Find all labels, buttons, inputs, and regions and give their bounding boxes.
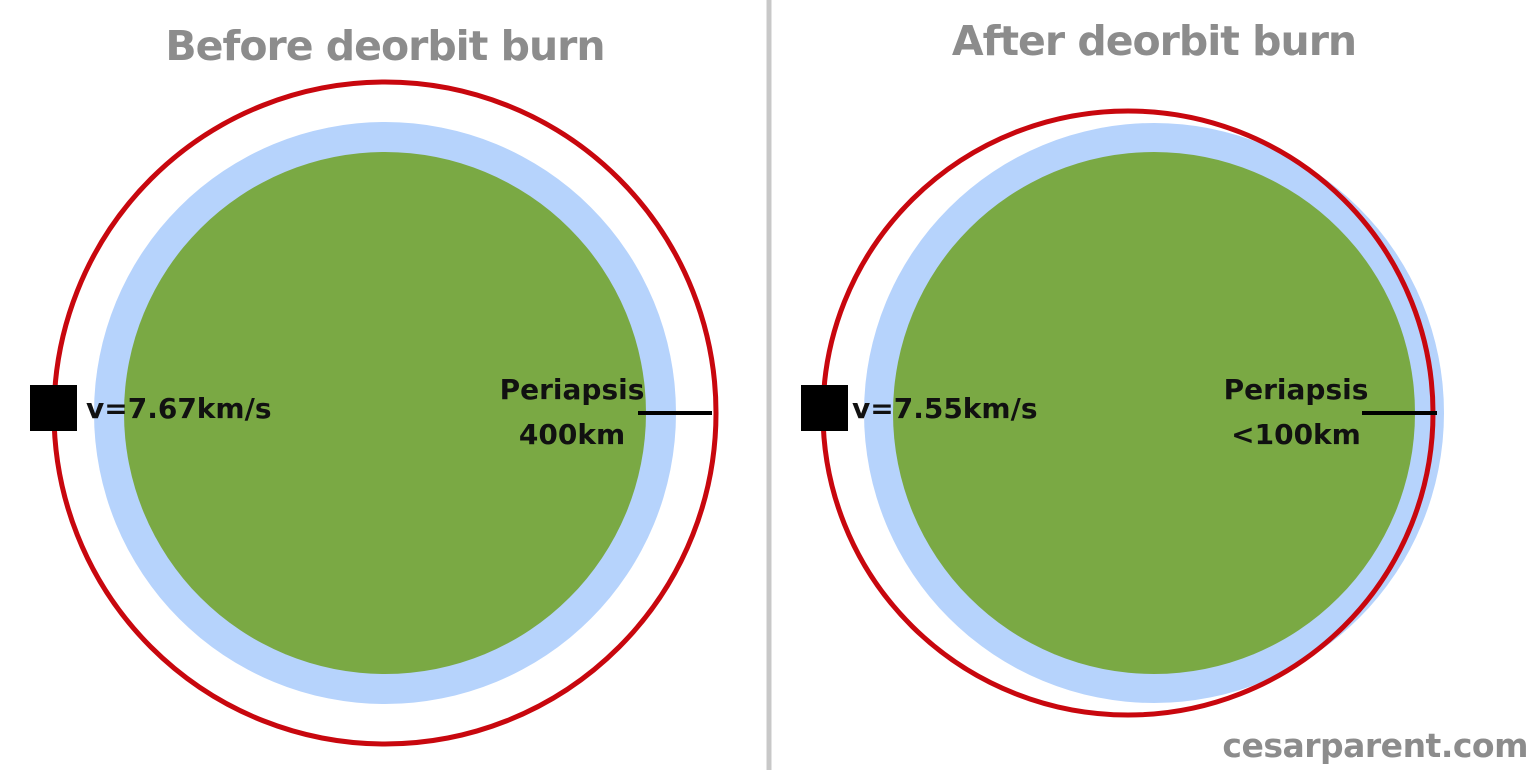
spacecraft (30, 385, 77, 431)
velocity-label: v=7.67km/s (86, 392, 272, 425)
periapsis-value: 400km (519, 418, 625, 451)
periapsis-value: <100km (1231, 418, 1361, 451)
periapsis-label: Periapsis (500, 373, 645, 406)
planet (893, 152, 1415, 674)
panel-title-before: Before deorbit burn (165, 22, 604, 70)
spacecraft (801, 385, 848, 431)
panel-after: After deorbit burn v=7.55km/s Periapsis … (801, 17, 1444, 718)
velocity-label: v=7.55km/s (852, 392, 1038, 425)
panel-before: Before deorbit burn v=7.67km/s Periapsis… (30, 22, 719, 747)
site-credit: cesarparent.com (1222, 726, 1528, 765)
panel-title-after: After deorbit burn (952, 17, 1356, 65)
periapsis-label: Periapsis (1224, 373, 1369, 406)
planet (124, 152, 646, 674)
